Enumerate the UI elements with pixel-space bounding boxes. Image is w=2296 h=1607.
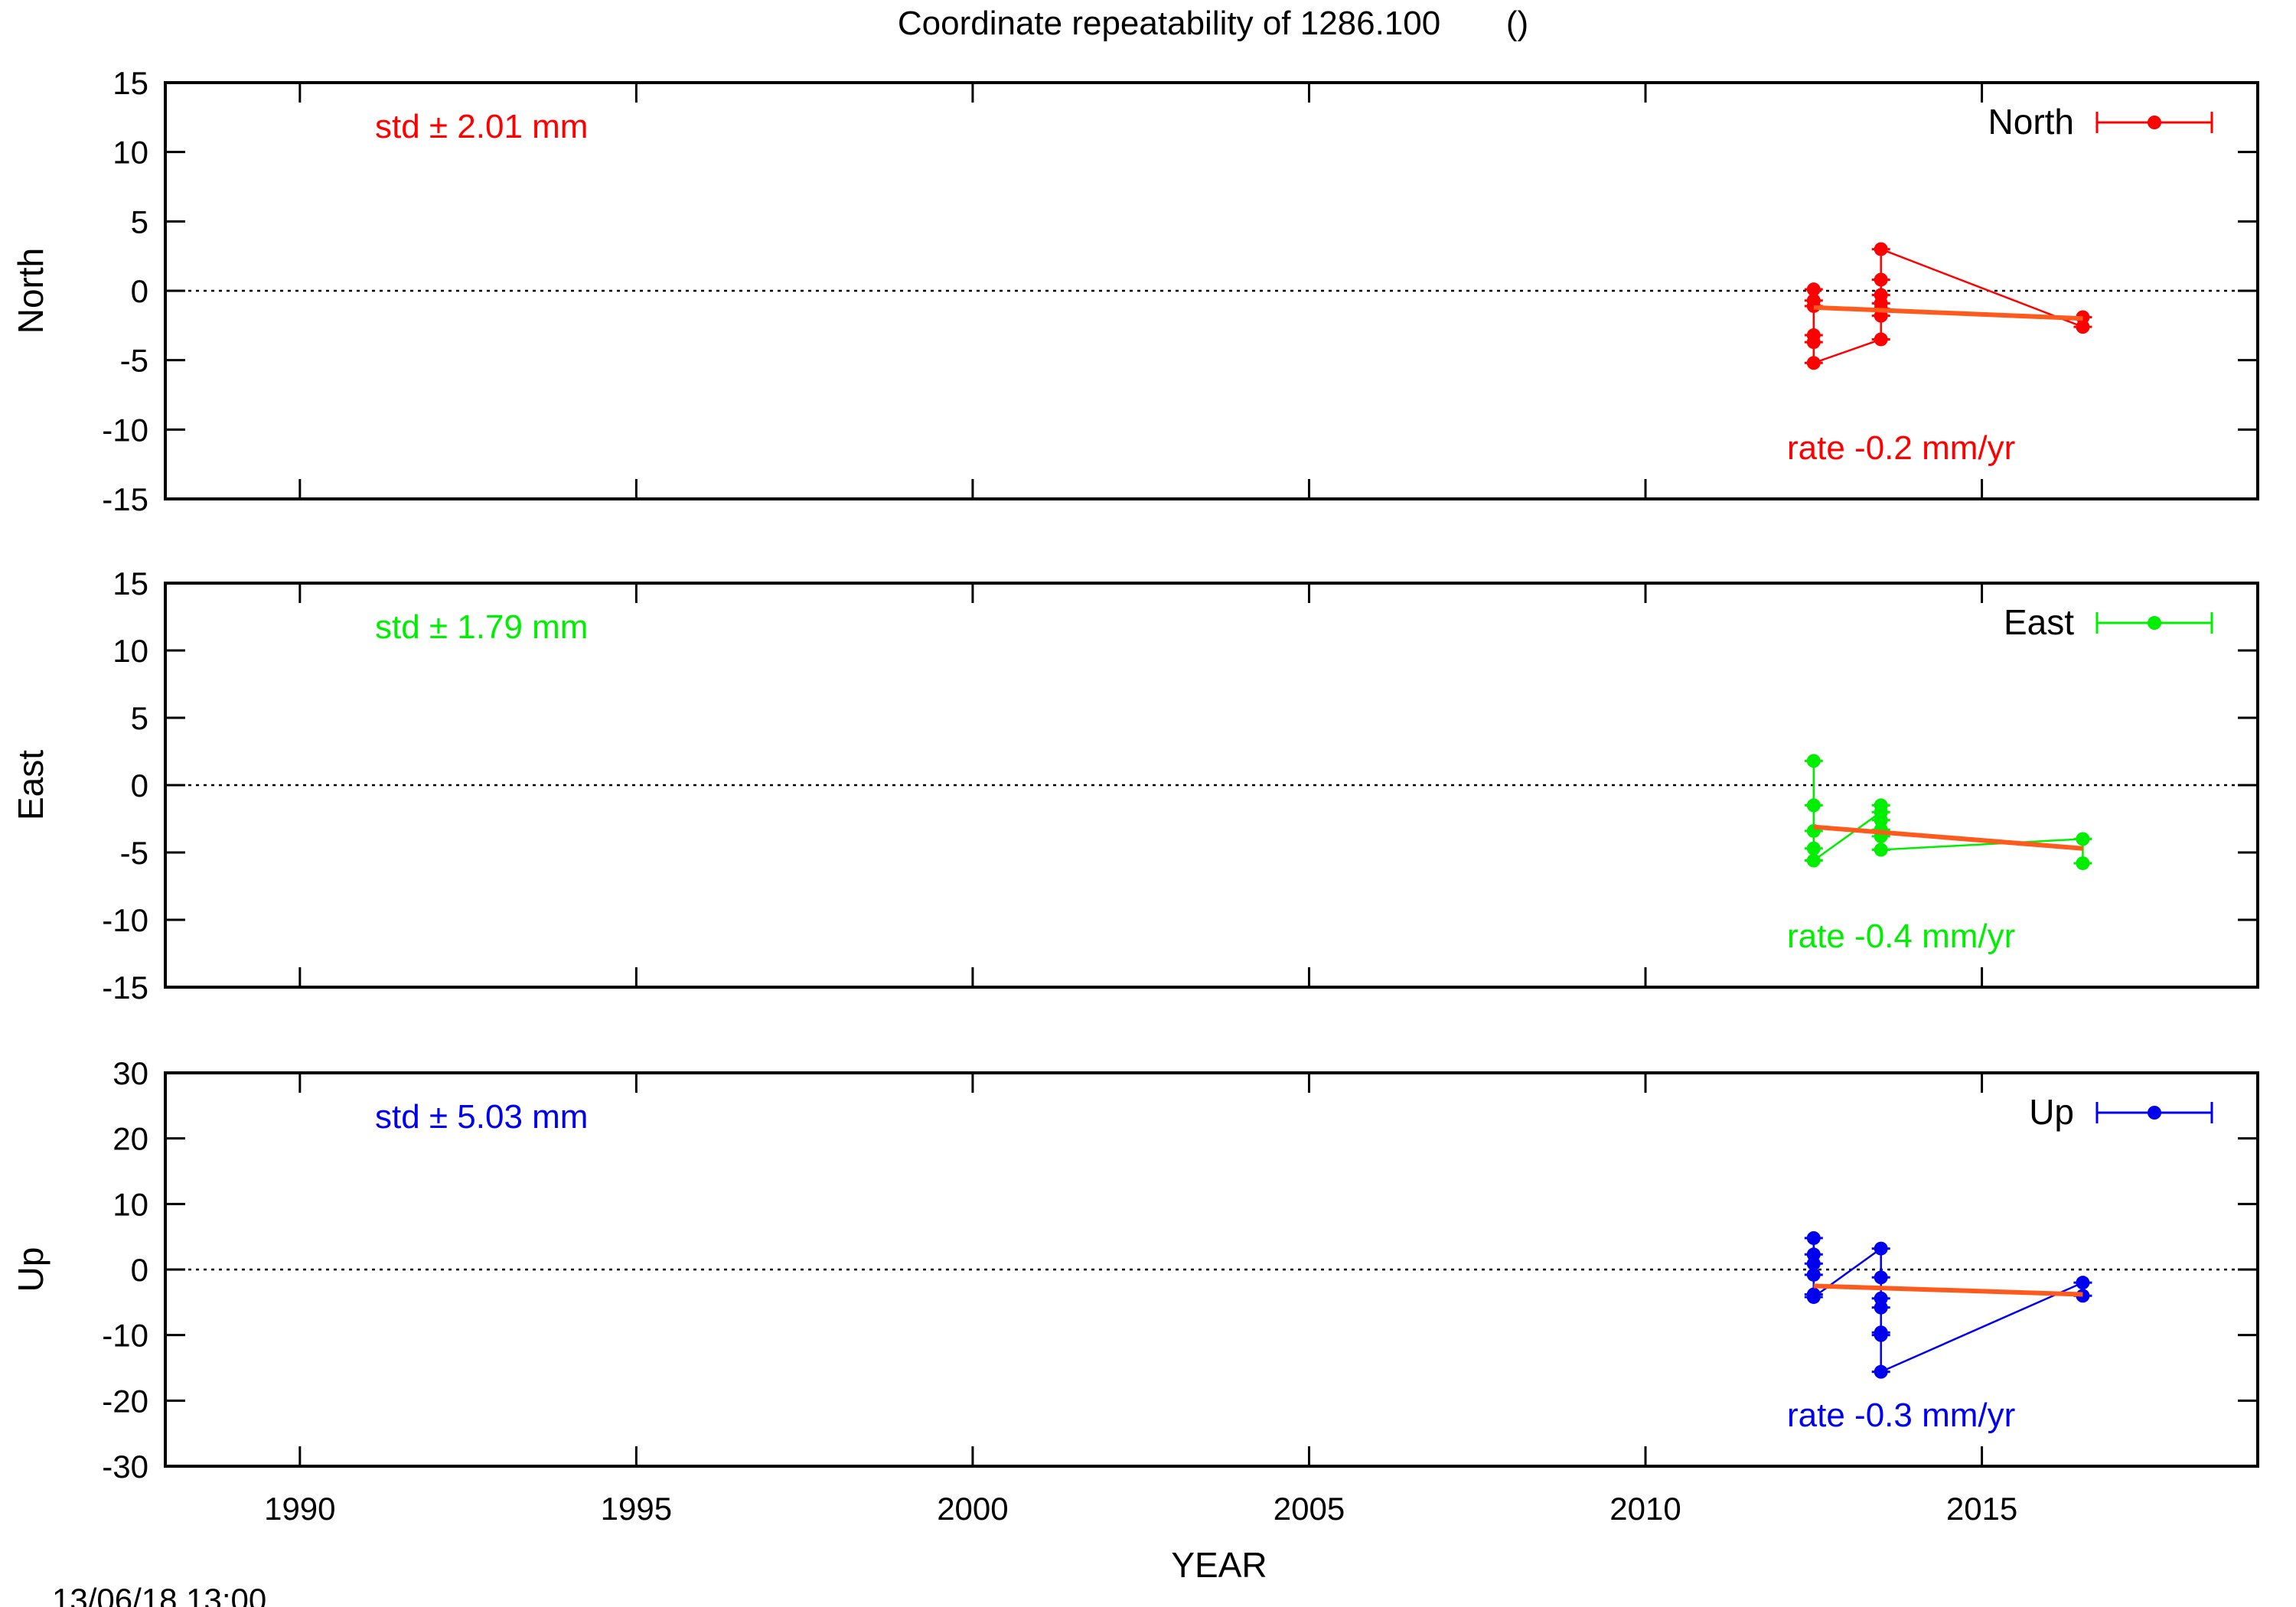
trend-line [1813, 824, 2083, 851]
data-point [1806, 853, 1821, 868]
data-point [1874, 288, 1888, 302]
panel-north: 15 10 5 0 -5 -10 -15 North std ± 2.01 mm rate -0.… [11, 65, 2259, 517]
y-tick-label: 10 [113, 1186, 148, 1222]
x-tick-label: 2010 [1609, 1491, 1681, 1527]
data-point [1806, 282, 1821, 297]
y-axis-label: Up [11, 1247, 51, 1292]
y-tick-label: 15 [113, 566, 148, 601]
data-point [2076, 832, 2090, 846]
plot-frame [164, 1071, 2259, 1468]
data-point [1806, 1289, 1821, 1304]
y-tick-label: 10 [113, 135, 148, 171]
legend-marker [2148, 1106, 2161, 1120]
series-line [1812, 761, 2084, 864]
std-label: std ± 1.79 mm [375, 608, 588, 646]
data-point [1874, 1328, 1888, 1342]
y-tick-label: -20 [102, 1383, 148, 1419]
data-point [1874, 798, 1888, 813]
data-point [1806, 1257, 1821, 1271]
trend-line [1813, 305, 2083, 321]
data-point [1874, 1300, 1888, 1315]
y-tick-label: -5 [120, 835, 148, 871]
data-point [1806, 1267, 1821, 1282]
x-axis-label: YEAR [1171, 1545, 1267, 1585]
y-tick-label: 5 [131, 700, 148, 736]
data-point [1806, 335, 1821, 350]
x-tick-label: 2000 [937, 1491, 1008, 1527]
data-point [1874, 1364, 1888, 1379]
data-point [2076, 856, 2090, 871]
data-point [1806, 1231, 1821, 1245]
y-tick-label: -10 [102, 412, 148, 448]
legend-label: East [2004, 602, 2074, 642]
x-tick-label: 2005 [1274, 1491, 1345, 1527]
y-tick-label: -5 [120, 343, 148, 379]
y-tick-label: 0 [131, 768, 148, 804]
y-tick-label: -15 [102, 970, 148, 1006]
x-tick-label: 1995 [601, 1491, 672, 1527]
data-point [1806, 841, 1821, 856]
y-axis-label: North [11, 248, 51, 334]
data-point [1874, 242, 1888, 256]
data-point [1874, 813, 1888, 827]
series-line [1812, 1237, 2084, 1374]
y-tick-label: 20 [113, 1121, 148, 1157]
y-tick-label: -15 [102, 481, 148, 517]
y-tick-label: 10 [113, 633, 148, 669]
data-point [1874, 1241, 1888, 1256]
data-point [2076, 320, 2090, 334]
data-point [2076, 1276, 2090, 1290]
rate-label: rate -0.3 mm/yr [1787, 1397, 2015, 1434]
x-tick-label: 1990 [264, 1491, 335, 1527]
legend-label: Up [2029, 1092, 2074, 1132]
footer-timestamp: 13/06/18 13:00 [52, 1582, 266, 1607]
legend-marker [2148, 116, 2161, 129]
data-point [1806, 356, 1821, 370]
data-point [1874, 1270, 1888, 1285]
panel-east: 15 10 5 0 -5 -10 -15 East std ± 1.79 mm rate -0.4… [11, 566, 2259, 1006]
series-line [1812, 247, 2084, 365]
y-tick-label: 0 [131, 273, 148, 309]
data-point [1874, 843, 1888, 857]
y-tick-label: 15 [113, 65, 148, 101]
y-axis-label: East [11, 750, 51, 820]
x-tick-label: 2015 [1946, 1491, 2017, 1527]
y-tick-label: -10 [102, 1318, 148, 1354]
y-tick-label: 0 [131, 1252, 148, 1288]
trend-line [1813, 1283, 2083, 1297]
rate-label: rate -0.2 mm/yr [1787, 429, 2015, 467]
legend-marker [2148, 616, 2161, 630]
y-tick-label: 5 [131, 204, 148, 240]
rate-label: rate -0.4 mm/yr [1787, 918, 2015, 955]
plot-frame [164, 81, 2259, 500]
plot-frame [164, 582, 2259, 989]
std-label: std ± 2.01 mm [375, 108, 588, 145]
y-tick-label: -10 [102, 902, 148, 938]
std-label: std ± 5.03 mm [375, 1098, 588, 1136]
legend-label: North [1988, 102, 2074, 142]
y-tick-label: -30 [102, 1449, 148, 1485]
y-tick-label: 30 [113, 1055, 148, 1091]
data-point [1806, 754, 1821, 768]
chart-panels: 15 10 5 0 -5 -10 -15 North std ± 2.01 mm rate -0.… [11, 65, 2259, 1585]
chart-title: Coordinate repeatability of 1286.100 () [898, 5, 1528, 42]
data-point [1806, 798, 1821, 813]
data-point [1874, 332, 1888, 347]
data-point [1874, 272, 1888, 287]
